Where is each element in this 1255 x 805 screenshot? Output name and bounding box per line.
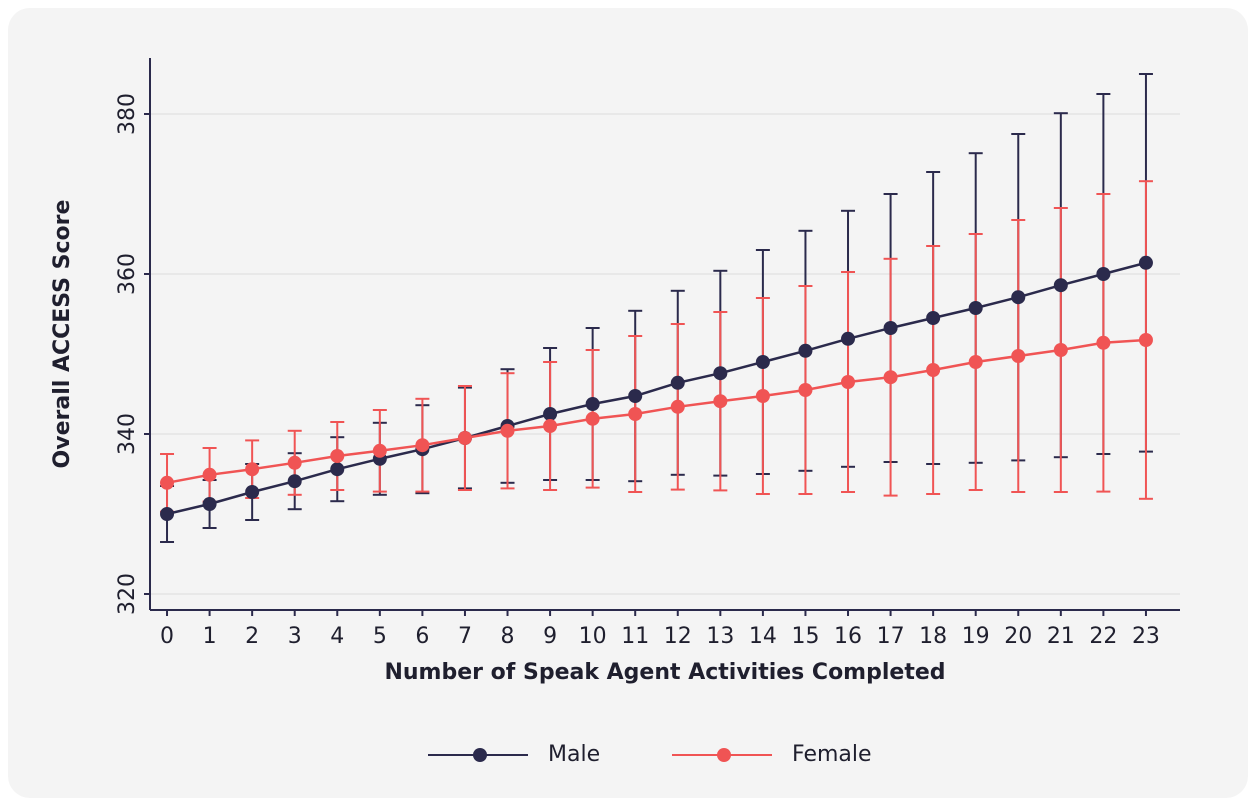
x-tick-label: 17 bbox=[877, 624, 905, 649]
x-tick-label: 14 bbox=[749, 624, 777, 649]
series-line bbox=[166, 338, 1147, 485]
data-point bbox=[670, 375, 685, 390]
data-point bbox=[330, 462, 345, 477]
data-point bbox=[926, 363, 941, 377]
x-tick-label: 10 bbox=[579, 624, 607, 649]
data-point bbox=[755, 389, 770, 403]
x-tick-label: 15 bbox=[791, 624, 819, 649]
data-point bbox=[1138, 255, 1153, 270]
x-tick-label: 20 bbox=[1004, 624, 1032, 649]
data-point bbox=[585, 411, 600, 426]
data-point bbox=[330, 449, 345, 463]
data-point bbox=[628, 407, 643, 421]
x-tick-label: 21 bbox=[1047, 624, 1075, 649]
data-point bbox=[585, 397, 600, 411]
x-tick-label: 2 bbox=[245, 624, 259, 649]
card bbox=[8, 8, 1248, 798]
data-point bbox=[670, 399, 685, 414]
x-tick-label: 19 bbox=[962, 624, 990, 649]
data-point bbox=[543, 407, 558, 421]
legend-label: Male bbox=[548, 742, 600, 767]
data-point bbox=[713, 366, 728, 381]
x-tick-label: 0 bbox=[160, 624, 174, 649]
data-point bbox=[372, 443, 387, 458]
y-tick-label: 380 bbox=[115, 93, 140, 135]
data-point bbox=[160, 475, 175, 490]
data-point bbox=[1138, 333, 1153, 347]
x-tick-label: 16 bbox=[834, 624, 862, 649]
data-point bbox=[713, 394, 728, 409]
data-point bbox=[798, 343, 813, 358]
data-point bbox=[883, 321, 898, 335]
data-point bbox=[1011, 349, 1026, 363]
data-point bbox=[1011, 290, 1026, 305]
data-point bbox=[926, 311, 941, 325]
x-tick-label: 13 bbox=[706, 624, 734, 649]
data-point bbox=[883, 370, 898, 385]
y-axis-title: Overall ACCESS Score bbox=[50, 200, 75, 469]
data-point bbox=[841, 331, 856, 346]
x-tick-label: 12 bbox=[664, 624, 692, 649]
data-point bbox=[628, 389, 643, 403]
data-point bbox=[287, 474, 302, 489]
data-point bbox=[160, 507, 175, 521]
x-tick-label: 4 bbox=[330, 624, 344, 649]
data-point bbox=[543, 419, 558, 433]
y-tick-label: 340 bbox=[115, 413, 140, 455]
legend-label: Female bbox=[792, 742, 872, 767]
data-point bbox=[457, 431, 472, 445]
x-tick-label: 7 bbox=[458, 624, 472, 649]
x-tick-label: 22 bbox=[1089, 624, 1117, 649]
data-point bbox=[1096, 267, 1111, 281]
y-tick-label: 320 bbox=[115, 573, 140, 615]
x-tick-label: 6 bbox=[415, 624, 429, 649]
data-point bbox=[415, 438, 430, 453]
x-tick-label: 3 bbox=[288, 624, 302, 649]
x-tick-label: 11 bbox=[621, 624, 649, 649]
data-point bbox=[841, 375, 856, 389]
series-line bbox=[166, 261, 1147, 516]
data-point bbox=[1053, 343, 1068, 357]
data-point bbox=[968, 301, 983, 315]
data-point bbox=[245, 485, 260, 499]
x-tick-label: 8 bbox=[501, 624, 515, 649]
data-point bbox=[968, 355, 983, 369]
data-point bbox=[287, 455, 302, 470]
x-tick-label: 5 bbox=[373, 624, 387, 649]
data-point bbox=[245, 462, 260, 477]
legend-marker bbox=[717, 748, 731, 762]
data-point bbox=[1096, 335, 1111, 350]
data-point bbox=[798, 383, 813, 397]
legend-marker bbox=[473, 748, 487, 762]
data-point bbox=[500, 423, 515, 438]
x-axis-title: Number of Speak Agent Activities Complet… bbox=[384, 660, 945, 685]
x-tick-label: 18 bbox=[919, 624, 947, 649]
y-tick-label: 360 bbox=[115, 253, 140, 295]
x-tick-label: 23 bbox=[1132, 624, 1160, 649]
data-point bbox=[755, 355, 770, 369]
data-point bbox=[202, 497, 217, 511]
x-tick-label: 9 bbox=[543, 624, 557, 649]
data-point bbox=[1053, 278, 1068, 293]
data-point bbox=[202, 467, 217, 482]
x-tick-label: 1 bbox=[203, 624, 217, 649]
